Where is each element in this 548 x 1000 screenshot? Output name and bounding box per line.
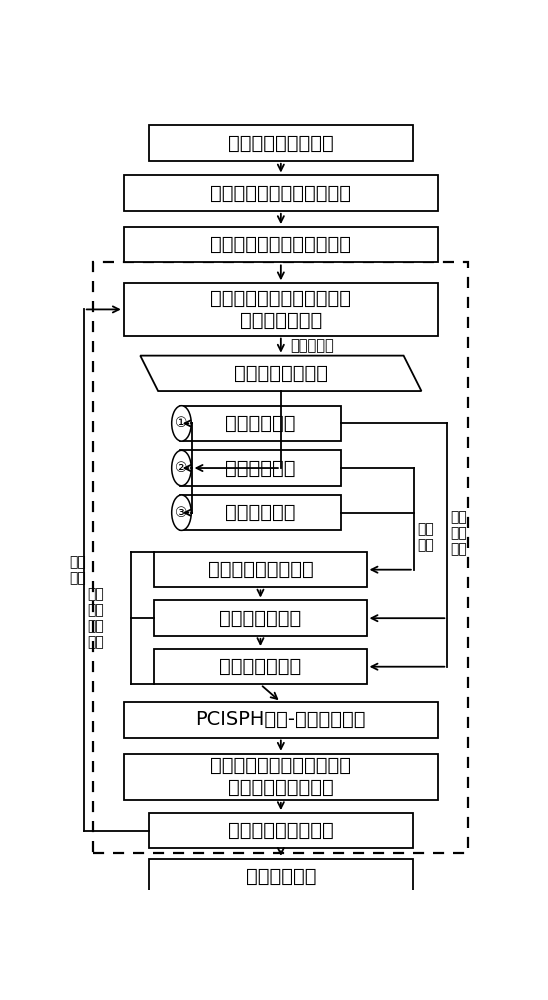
FancyBboxPatch shape (149, 859, 413, 894)
Text: 求解域粒子信息更新: 求解域粒子信息更新 (228, 821, 334, 840)
Text: 计算结果输出: 计算结果输出 (246, 867, 316, 886)
Text: ①: ① (175, 416, 188, 430)
FancyBboxPatch shape (180, 450, 341, 486)
Text: 粒子临界状态判断: 粒子临界状态判断 (234, 364, 328, 383)
FancyBboxPatch shape (180, 495, 341, 530)
Text: 液体临界状态: 液体临界状态 (225, 459, 296, 478)
FancyBboxPatch shape (124, 227, 438, 262)
Text: 密度、应力、偏应力、动量
变化率等物理量求解: 密度、应力、偏应力、动量 变化率等物理量求解 (210, 756, 351, 797)
FancyBboxPatch shape (149, 813, 413, 848)
FancyBboxPatch shape (124, 175, 438, 211)
Text: 液体
流动: 液体 流动 (418, 522, 435, 552)
FancyBboxPatch shape (124, 702, 438, 738)
Text: 时步
推进: 时步 推进 (69, 555, 86, 585)
Circle shape (172, 450, 191, 486)
Text: 粒子参数赋值与边界层设置: 粒子参数赋值与边界层设置 (210, 184, 351, 203)
Text: 单位
体积
变形
功率: 单位 体积 变形 功率 (87, 587, 104, 649)
Text: 粘塑性本构方程: 粘塑性本构方程 (219, 609, 301, 628)
Polygon shape (140, 356, 421, 391)
FancyBboxPatch shape (124, 754, 438, 800)
Text: 偏应力张量: 偏应力张量 (290, 338, 334, 353)
Text: PCISPH预测-校正边界处理: PCISPH预测-校正边界处理 (196, 710, 366, 729)
FancyBboxPatch shape (155, 552, 367, 587)
Bar (93, 262, 467, 853)
Text: 固液转化状态: 固液转化状态 (225, 503, 296, 522)
Text: ②: ② (175, 461, 188, 475)
Text: 弹塑性本构方程: 弹塑性本构方程 (219, 657, 301, 676)
Circle shape (172, 406, 191, 441)
FancyBboxPatch shape (155, 649, 367, 684)
Text: 获取坡体粒子相对运动状态
与粒子应力张量: 获取坡体粒子相对运动状态 与粒子应力张量 (210, 289, 351, 330)
Text: 非牛顿流体流变模型: 非牛顿流体流变模型 (208, 560, 313, 579)
Text: ③: ③ (175, 506, 188, 520)
Text: 海底边坡模型粒子化: 海底边坡模型粒子化 (228, 134, 334, 153)
FancyBboxPatch shape (124, 283, 438, 336)
FancyBboxPatch shape (149, 125, 413, 161)
Text: 光滑核函数选取与粒子配对: 光滑核函数选取与粒子配对 (210, 235, 351, 254)
Circle shape (172, 495, 191, 530)
Text: 固体
滑动
堆积: 固体 滑动 堆积 (450, 510, 467, 557)
Text: 固体临界状态: 固体临界状态 (225, 414, 296, 433)
FancyBboxPatch shape (180, 406, 341, 441)
FancyBboxPatch shape (155, 600, 367, 636)
